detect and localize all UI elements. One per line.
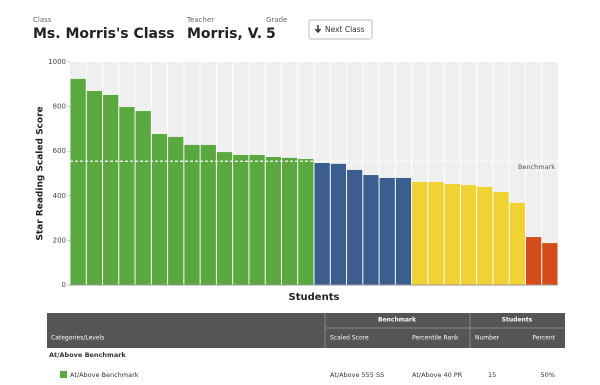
bar	[233, 154, 249, 285]
button-frame[interactable]	[308, 19, 373, 40]
bar	[119, 107, 135, 286]
bar	[216, 152, 233, 285]
column-header: Percent	[532, 335, 555, 342]
y-tick-label: 400	[53, 192, 66, 200]
bar	[379, 177, 395, 285]
button-label[interactable]: Next Class	[325, 25, 365, 34]
bar	[347, 169, 363, 285]
class-name: Ms. Morris's Class	[33, 26, 175, 42]
y-axis-title: Star Reading Scaled Score	[36, 106, 46, 240]
y-tick-label: 200	[53, 236, 66, 244]
bar	[412, 181, 428, 285]
cell: At/Above 40 PR	[412, 371, 463, 379]
column-header: Categories/Levels	[51, 335, 104, 342]
x-axis-title: Students	[289, 292, 340, 303]
bar	[363, 175, 379, 285]
bar	[460, 185, 477, 285]
bar	[314, 163, 330, 285]
group-header: Benchmark	[378, 317, 417, 324]
group-header: Students	[502, 317, 533, 324]
column-header: Percentile Rank	[412, 335, 459, 342]
bar	[444, 183, 460, 285]
bar	[330, 163, 347, 285]
y-tick-label: 600	[53, 147, 66, 155]
cell: At/Above 555 SS	[330, 371, 384, 379]
benchmark-label: Benchmark	[518, 163, 555, 171]
chart: 0 200 400 600 800 1000 Benchmark Star Reading S…	[36, 58, 558, 303]
grade: 5	[266, 26, 276, 42]
bar	[200, 144, 216, 285]
cell: At/Above Benchmark	[70, 371, 139, 379]
bar	[168, 136, 184, 285]
bar	[298, 159, 314, 285]
table-header	[47, 313, 565, 348]
bar	[525, 237, 542, 285]
y-tick-label: 0	[62, 281, 66, 289]
column-header: Number	[475, 335, 500, 342]
bar	[265, 156, 281, 285]
bar	[395, 177, 412, 285]
bar	[249, 154, 265, 285]
bar	[477, 186, 493, 285]
section-title: At/Above Benchmark	[49, 351, 126, 359]
bar	[184, 144, 200, 285]
teacher-name: Morris, V.	[187, 26, 262, 42]
column-header: Scaled Score	[330, 335, 369, 342]
bar	[542, 243, 558, 285]
table: Benchmark Students Categories/Levels Sca…	[47, 313, 565, 379]
bar	[103, 95, 119, 285]
bar	[281, 157, 298, 285]
bar	[428, 181, 444, 285]
bar	[493, 192, 509, 285]
bar	[86, 90, 103, 286]
level-swatch	[60, 371, 67, 378]
bar	[135, 111, 151, 285]
bar	[151, 134, 168, 285]
teacher-label: Teacher	[186, 16, 214, 24]
bar	[509, 202, 525, 285]
class-label: Class	[33, 16, 52, 24]
down-arrow-icon[interactable]	[314, 25, 322, 34]
cell: 50%	[541, 371, 555, 379]
cell: 15	[488, 371, 496, 379]
y-tick-label: 1000	[48, 58, 66, 66]
y-tick-label: 800	[53, 103, 66, 111]
next-class-button[interactable]: Next Class	[308, 19, 373, 40]
bar	[70, 78, 86, 285]
grade-label: Grade	[266, 16, 287, 24]
